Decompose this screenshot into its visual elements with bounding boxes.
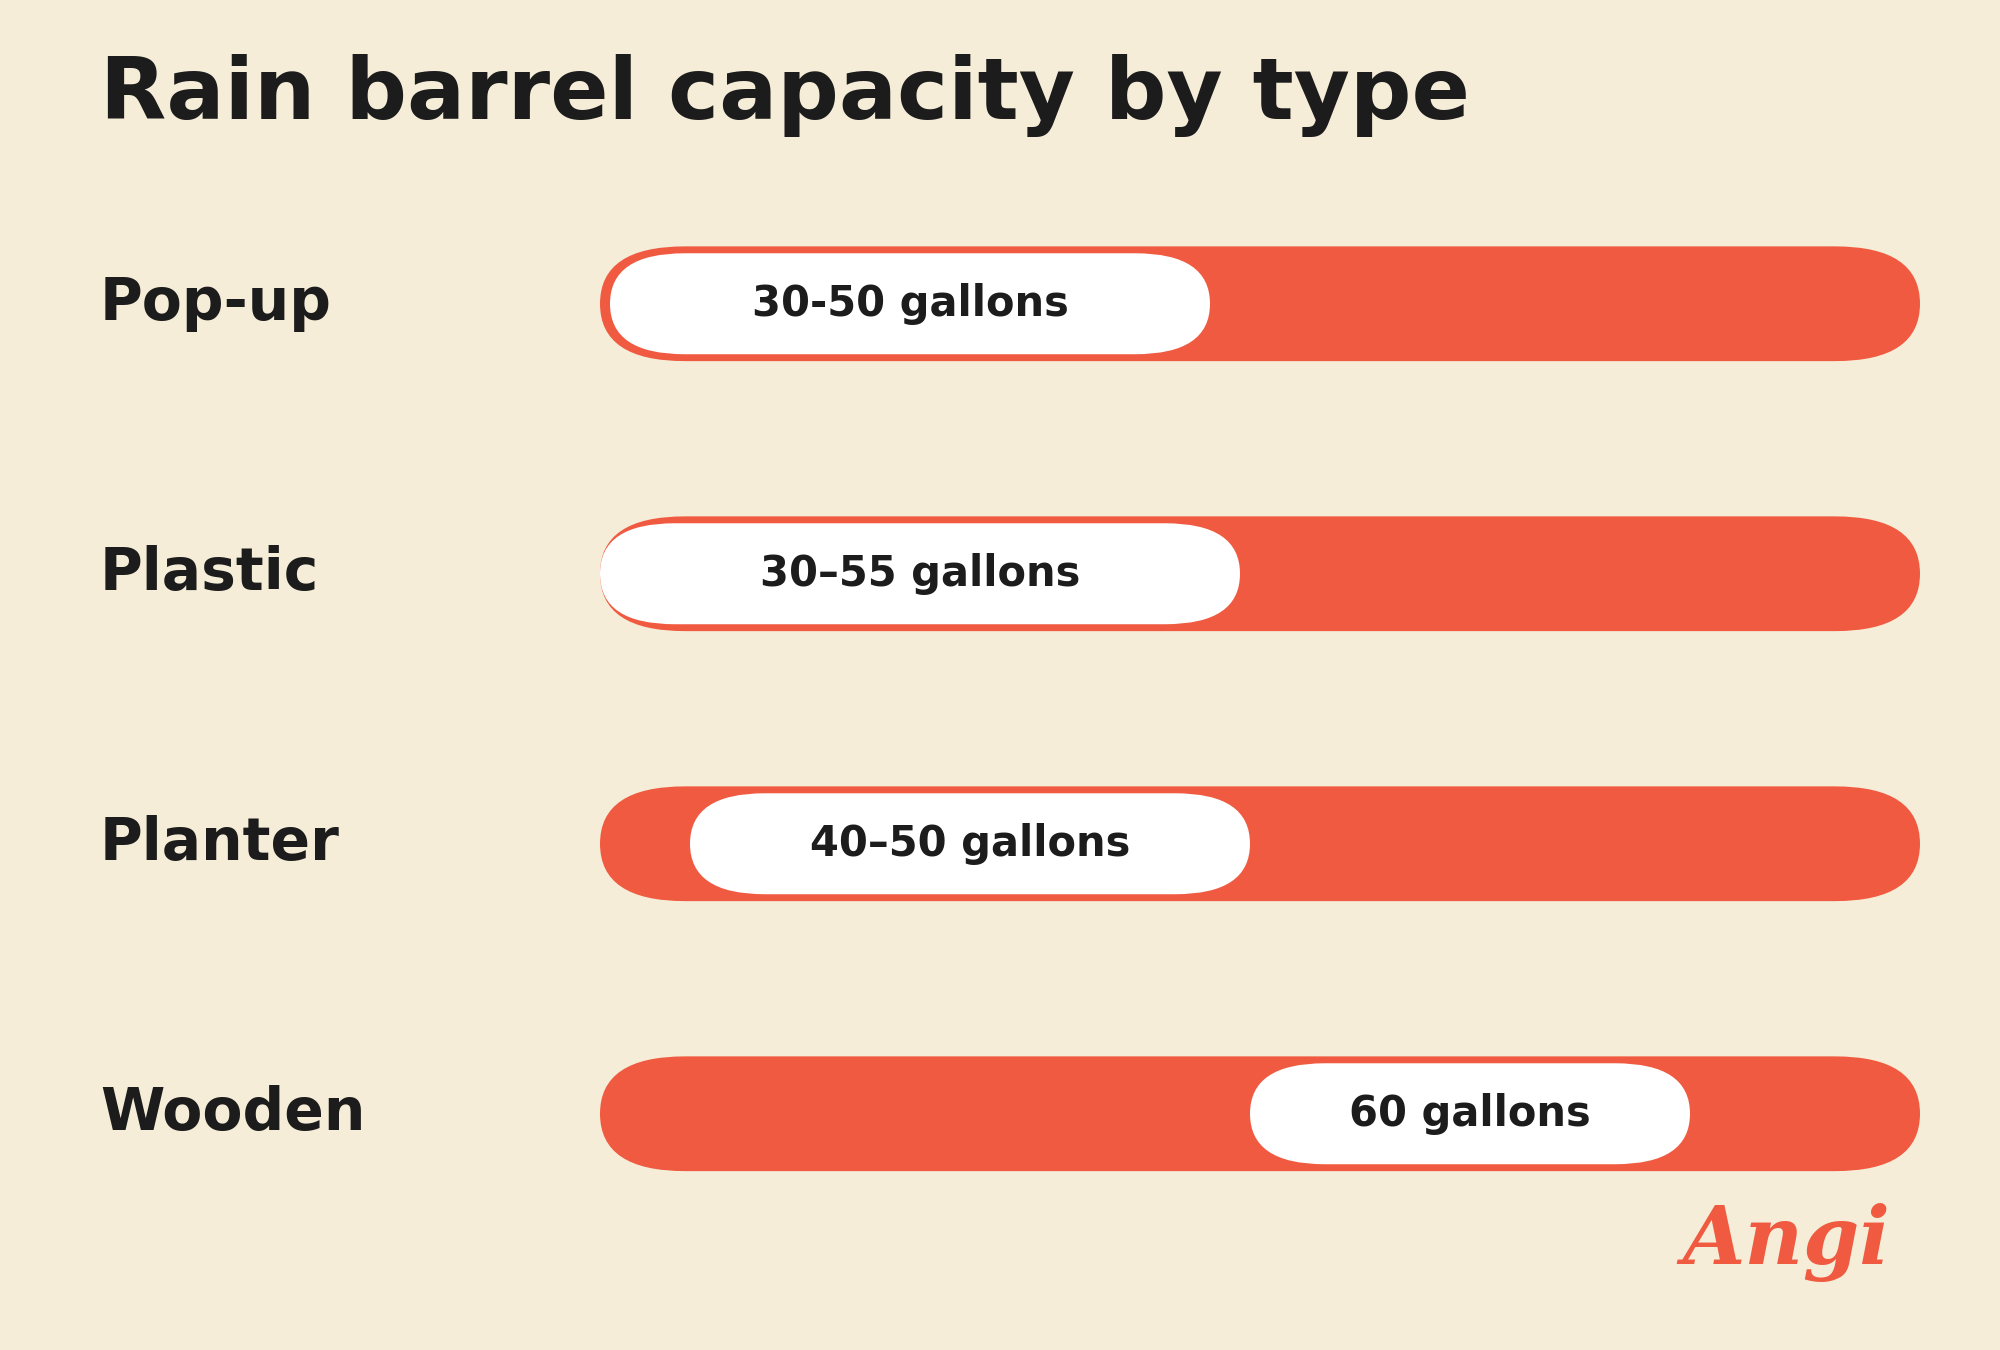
FancyBboxPatch shape (690, 794, 1250, 894)
Text: 60 gallons: 60 gallons (1350, 1092, 1590, 1135)
Text: Pop-up: Pop-up (100, 275, 332, 332)
FancyBboxPatch shape (600, 524, 1240, 624)
Text: 30-50 gallons: 30-50 gallons (752, 282, 1068, 325)
FancyBboxPatch shape (1250, 1064, 1690, 1164)
Text: Plastic: Plastic (100, 545, 320, 602)
Text: 30–55 gallons: 30–55 gallons (760, 552, 1080, 595)
FancyBboxPatch shape (600, 786, 1920, 902)
FancyBboxPatch shape (600, 517, 1920, 632)
Text: 40–50 gallons: 40–50 gallons (810, 822, 1130, 865)
FancyBboxPatch shape (600, 1057, 1920, 1172)
Text: Wooden: Wooden (100, 1085, 366, 1142)
Text: Planter: Planter (100, 815, 340, 872)
FancyBboxPatch shape (610, 254, 1210, 354)
FancyBboxPatch shape (600, 246, 1920, 362)
Text: Rain barrel capacity by type: Rain barrel capacity by type (100, 54, 1470, 136)
Text: Angi: Angi (1682, 1203, 1890, 1282)
